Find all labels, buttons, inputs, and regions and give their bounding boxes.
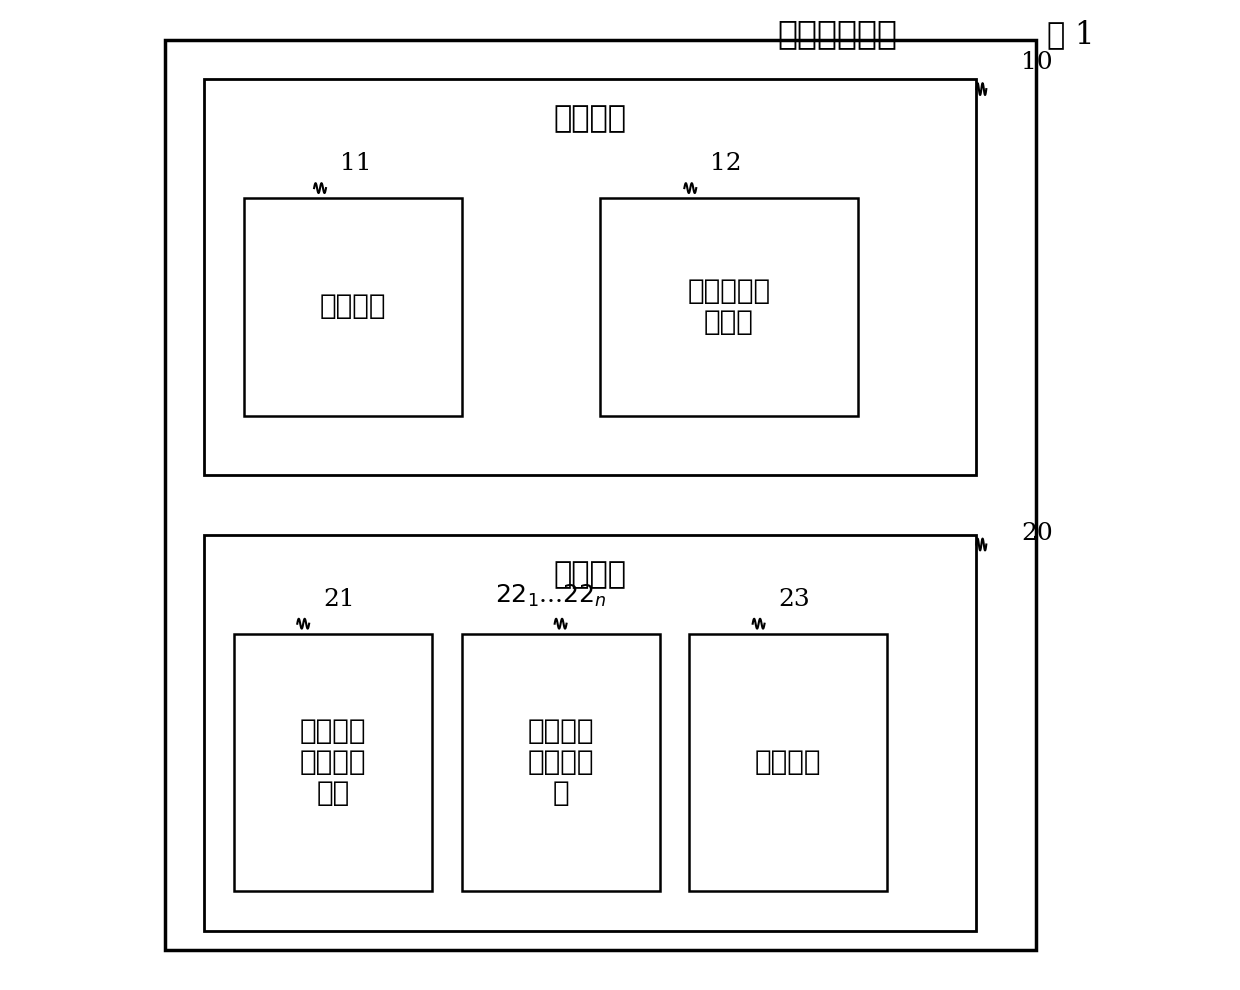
Text: 21: 21 <box>322 588 355 611</box>
Text: 12: 12 <box>711 152 742 175</box>
Bar <box>689 634 888 891</box>
Bar <box>461 634 660 891</box>
Bar <box>205 79 976 475</box>
Bar <box>244 198 461 416</box>
Text: 23: 23 <box>779 588 810 611</box>
Text: 输入输出控
制单元: 输入输出控 制单元 <box>687 278 770 336</box>
Text: 第一部分: 第一部分 <box>554 103 626 135</box>
Bar <box>205 535 976 931</box>
Text: 输入输出
端口集成
单元: 输入输出 端口集成 单元 <box>300 718 366 807</box>
Text: $22_1$...$22_n$: $22_1$...$22_n$ <box>495 583 606 609</box>
Text: 20: 20 <box>1021 522 1053 544</box>
Text: 输入输出
端口子单
元: 输入输出 端口子单 元 <box>527 718 594 807</box>
Text: 11: 11 <box>340 152 371 175</box>
Text: 10: 10 <box>1021 51 1053 74</box>
Text: 显示单元: 显示单元 <box>755 748 822 776</box>
Text: 第二部分: 第二部分 <box>554 558 626 590</box>
Text: 系统诊断装置: 系统诊断装置 <box>777 19 898 50</box>
Bar <box>234 634 432 891</box>
Text: 诊断单元: 诊断单元 <box>320 293 386 321</box>
Text: ～ 1: ～ 1 <box>1047 19 1094 50</box>
Bar <box>165 40 1035 950</box>
Bar <box>600 198 858 416</box>
